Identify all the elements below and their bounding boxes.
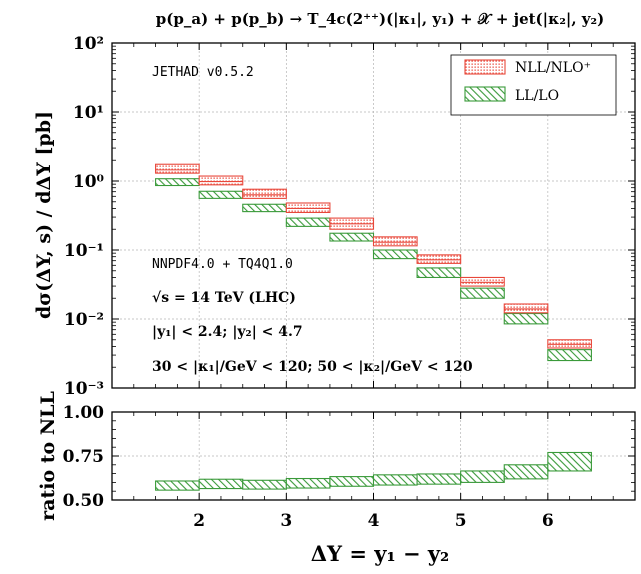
ll-band [372,249,418,260]
ll-band [460,287,505,299]
main-y-tick-label: 10⁰ [73,172,104,192]
ratio-y-tick-labels: 0.50 0.75 1.00 [63,403,105,511]
ratio-ll-band [198,478,244,490]
kappa-annotation: 30 < |κ₁|/GeV < 120; 50 < |κ₂|/GeV < 120 [152,359,473,375]
ratio-ll-band [547,451,592,472]
x-tick-label: 4 [368,511,380,531]
ratio-y-tick-label: 0.50 [63,491,105,511]
ll-band [547,349,592,362]
nll-band [285,202,331,214]
ratio-plot-panel: 0.50 0.75 1.00 2 3 4 5 6 [63,403,636,531]
main-plot-panel: 10⁻³ 10⁻² 10⁻¹ 10⁰ 10¹ 10² JETHAD v0.5.2 NNPD… [64,34,636,399]
main-y-tick-label: 10² [73,34,104,54]
ratio-y-tick-label: 0.75 [63,447,104,467]
ll-band [285,217,331,227]
legend: NLL/NLO⁺ LL/LO [450,54,617,116]
main-bands [155,163,592,362]
ratio-y-tick-label: 1.00 [63,403,105,423]
ll-band [242,203,287,213]
main-y-tick-label: 10⁻³ [64,379,104,399]
ratio-ll-band [155,480,200,491]
legend-label-nll: NLL/NLO⁺ [515,60,591,76]
main-y-tick-label: 10¹ [73,103,104,123]
ratio-ticks [111,411,636,501]
ll-band [155,178,200,187]
nll-band [198,175,244,186]
x-tick-label: 6 [542,511,554,531]
ll-band [329,232,375,242]
ll-band [416,267,462,279]
rapidity-annotation: |y₁| < 2.4; |y₂| < 4.7 [152,324,303,340]
nll-band [155,163,200,174]
ll-band [503,312,549,325]
pdf-annotation: NNPDF4.0 + TQ4Q1.0 [152,257,293,272]
legend-swatch-ll [464,86,506,102]
ll-band [198,190,244,199]
code-annotation: JETHAD v0.5.2 [152,65,254,80]
ratio-ll-band [372,474,418,486]
main-y-axis-label: dσ(ΔY, s) / dΔY [pb] [33,111,55,319]
main-y-tick-label: 10⁻² [64,310,104,330]
ratio-ll-band [460,470,505,483]
x-tick-label: 5 [455,511,467,531]
x-tick-label: 3 [280,511,292,531]
main-y-tick-labels: 10⁻³ 10⁻² 10⁻¹ 10⁰ 10¹ 10² [64,34,104,399]
ratio-ll-band [242,479,287,490]
nll-band [416,254,462,264]
legend-swatch-nll [464,59,506,75]
ratio-ll-band [503,464,549,480]
nll-band [372,236,418,247]
main-ticks [111,42,636,389]
energy-annotation: √s = 14 TeV (LHC) [152,290,296,306]
ratio-ll-band [416,473,462,485]
x-tick-label: 2 [193,511,205,531]
legend-label-ll: LL/LO [515,88,559,104]
ratio-ll-band [285,477,331,489]
x-axis-label: ΔY = y₁ − y₂ [311,541,450,566]
nll-band [242,188,287,199]
x-tick-labels: 2 3 4 5 6 [193,511,554,531]
ratio-bands [155,451,592,491]
ratio-ll-band [329,476,375,487]
chart-title: p(p_a) + p(p_b) → T_4c(2⁺⁺)(|κ₁|, y₁) + … [156,10,604,28]
ratio-y-axis-label: ratio to NLL [37,391,59,521]
nll-band [460,276,505,287]
main-y-tick-label: 10⁻¹ [64,241,104,261]
